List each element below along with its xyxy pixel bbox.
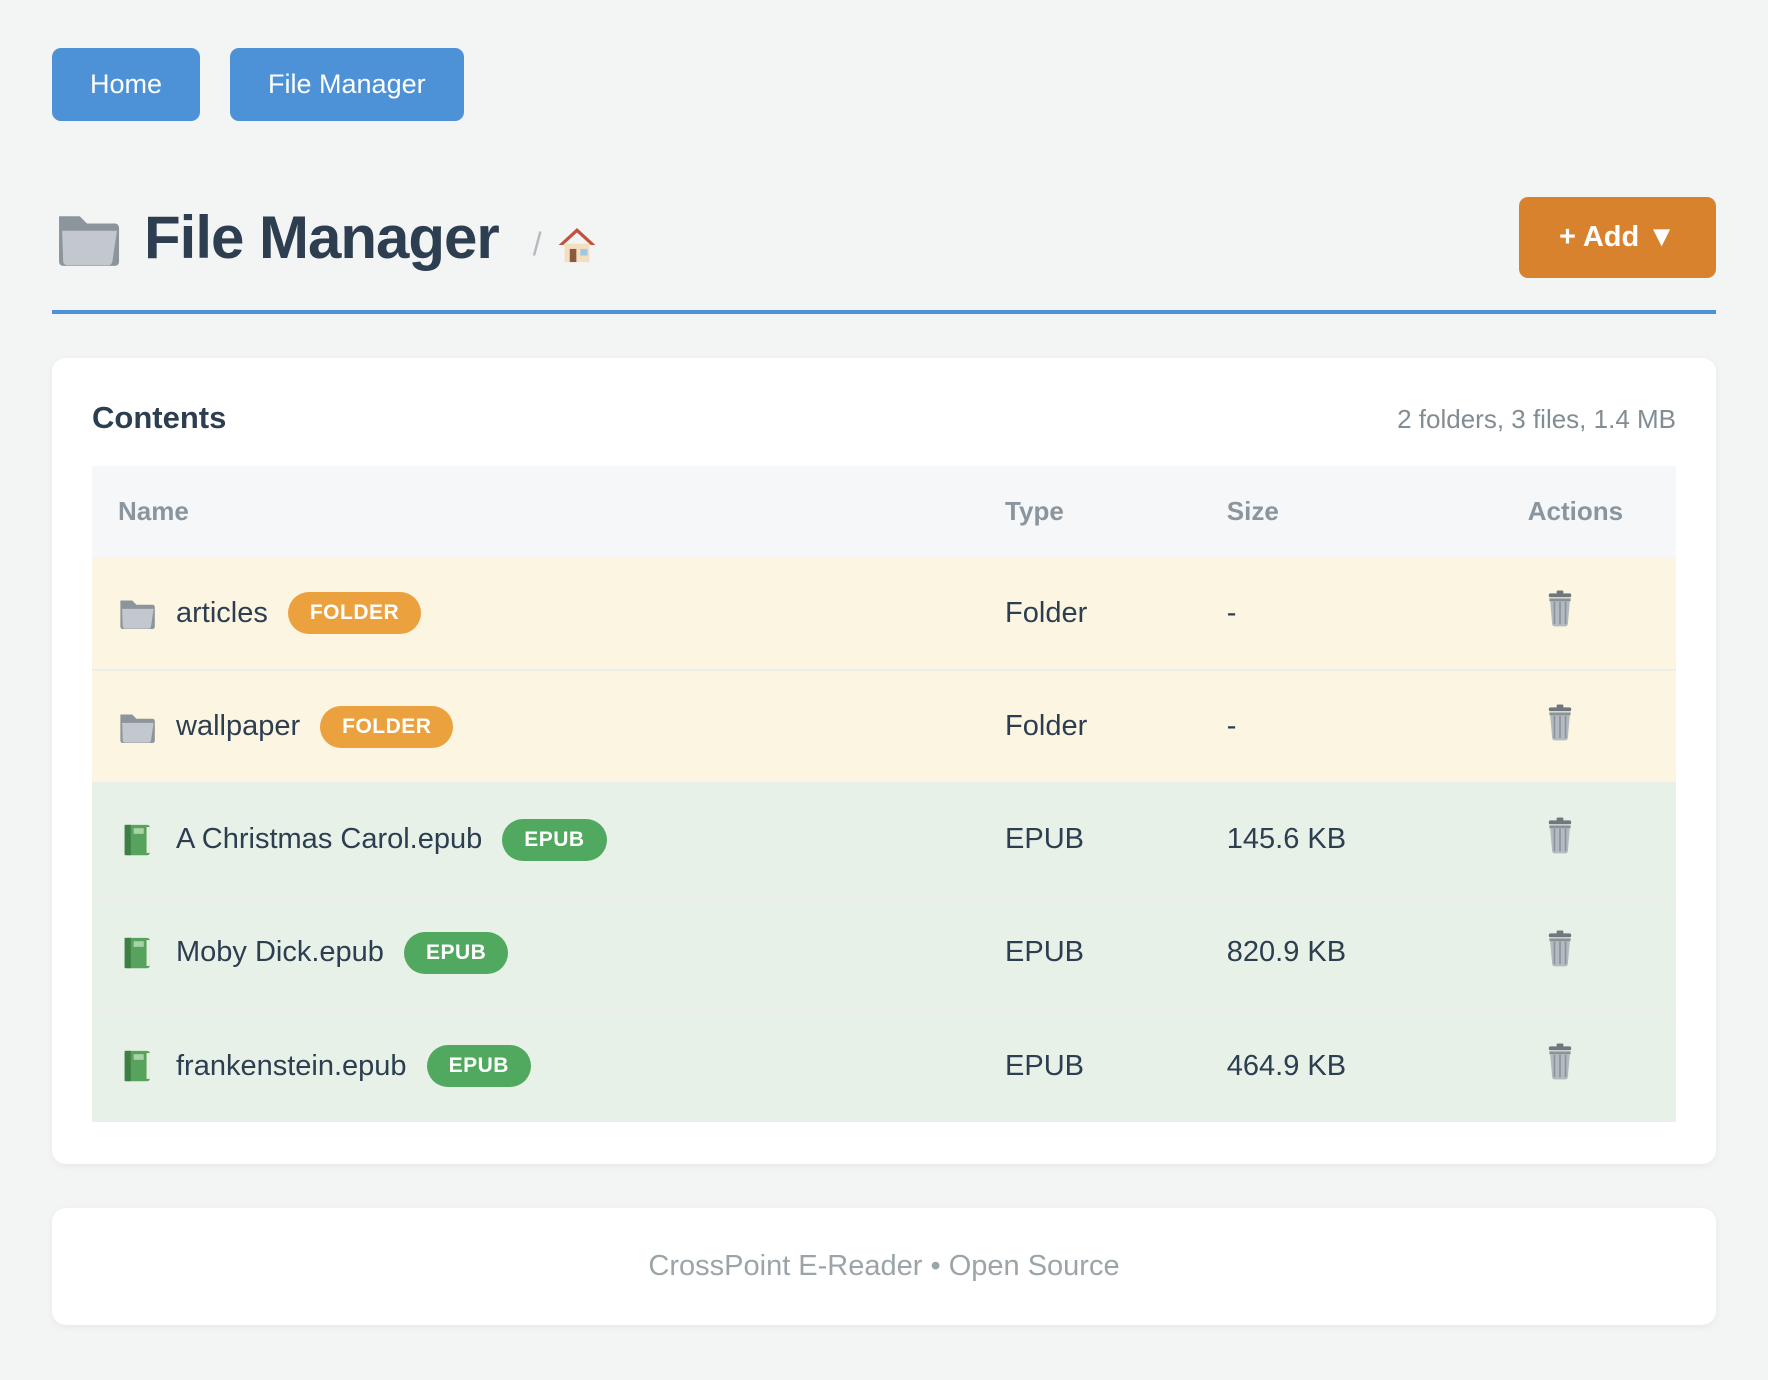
breadcrumb: / [533,224,598,266]
book-icon [118,935,156,971]
table-row: wallpaper FOLDER Folder - [92,669,1676,783]
contents-summary: 2 folders, 3 files, 1.4 MB [1397,404,1676,434]
trash-icon [1542,930,1578,968]
type-cell: EPUB [979,782,1201,896]
trash-icon [1542,1043,1578,1081]
type-badge: FOLDER [320,705,454,748]
type-cell: Folder [1005,596,1088,629]
table-row: articles FOLDER Folder - [92,557,1676,670]
footer-text: CrossPoint E-Reader • Open Source [648,1250,1120,1282]
table-row: Moby Dick.epub EPUB EPUB 820.9 KB [92,895,1676,1009]
item-name[interactable]: Moby Dick.epub [176,936,384,968]
nav-file-manager-button[interactable]: File Manager [230,48,464,121]
header-divider [52,310,1716,314]
type-cell: Folder [979,669,1201,783]
item-name[interactable]: wallpaper [176,710,301,742]
delete-button[interactable] [1542,590,1578,628]
top-nav: Home File Manager [52,0,1716,121]
page: Home File Manager File Manager / + Add ▼… [52,0,1716,1325]
contents-card-header: Contents 2 folders, 3 files, 1.4 MB [92,400,1676,436]
type-badge: EPUB [502,818,607,861]
delete-button[interactable] [1542,704,1578,742]
column-header-type: Type [1005,496,1064,526]
delete-button[interactable] [1542,1043,1578,1081]
trash-icon [1542,817,1578,855]
type-badge: EPUB [426,1045,531,1087]
table-row: frankenstein.epub EPUB EPUB 464.9 KB [92,1008,1676,1122]
home-icon[interactable] [556,224,598,266]
size-cell: 145.6 KB [1200,782,1502,896]
type-cell: EPUB [979,895,1201,1009]
type-cell: EPUB [979,1008,1201,1122]
title-wrap: File Manager [52,203,500,272]
table-row: A Christmas Carol.epub EPUB EPUB 145.6 K… [92,782,1676,896]
trash-icon [1542,704,1578,742]
page-header: File Manager / + Add ▼ [52,197,1716,278]
column-header-actions: Actions [1527,496,1624,526]
folder-icon [118,709,156,745]
size-cell: 464.9 KB [1200,1008,1502,1122]
add-button[interactable]: + Add ▼ [1518,197,1716,278]
type-badge: FOLDER [287,592,422,634]
trash-icon [1542,590,1578,628]
item-name[interactable]: articles [176,596,268,629]
contents-heading: Contents [92,400,227,435]
page-title: File Manager [144,204,500,271]
footer: CrossPoint E-Reader • Open Source [52,1208,1716,1325]
breadcrumb-separator: / [532,226,542,262]
column-header-name: Name [118,496,189,526]
type-badge: EPUB [403,931,509,974]
book-icon [118,822,156,858]
delete-button[interactable] [1542,930,1578,968]
item-name[interactable]: frankenstein.epub [176,1049,407,1082]
book-icon [118,1048,156,1084]
folder-icon [52,208,124,268]
size-cell: - [1200,669,1502,783]
item-name[interactable]: A Christmas Carol.epub [176,823,483,855]
size-cell: - [1226,596,1237,629]
folder-icon [118,595,156,631]
delete-button[interactable] [1542,817,1578,855]
nav-home-button[interactable]: Home [52,48,201,121]
table-header-row: Name Type Size Actions [92,466,1676,557]
column-header-size: Size [1226,496,1279,526]
size-cell: 820.9 KB [1200,895,1502,1009]
contents-card: Contents 2 folders, 3 files, 1.4 MB Name… [52,358,1716,1164]
contents-table: Name Type Size Actions articles FOLDER F… [92,466,1676,1122]
